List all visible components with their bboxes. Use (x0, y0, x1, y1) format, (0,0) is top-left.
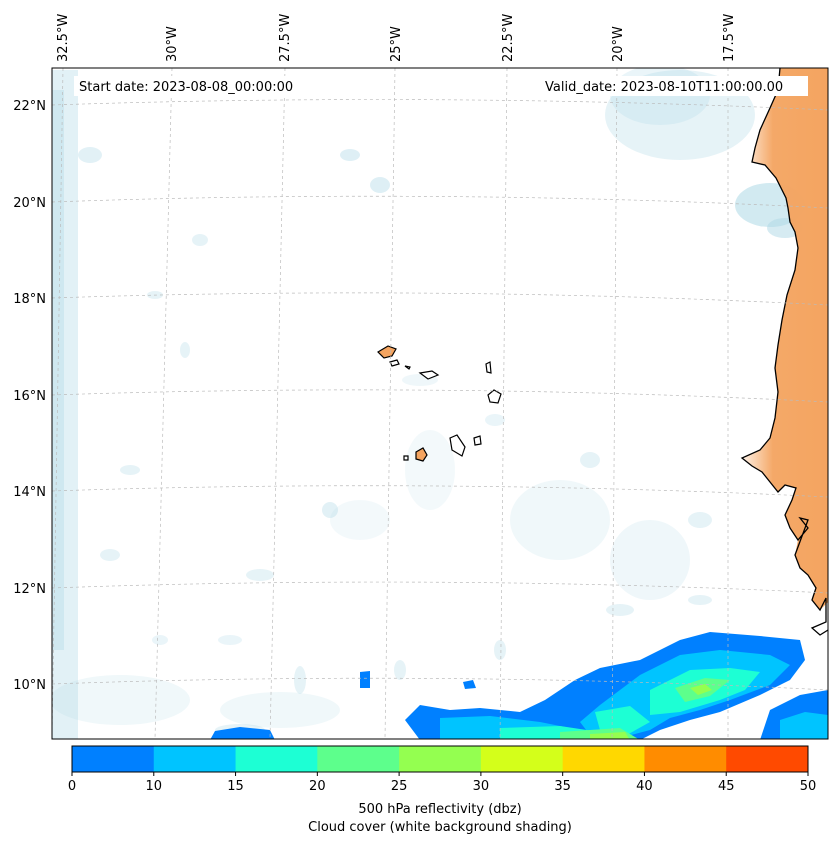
colorbar-tick-label: 25 (391, 779, 408, 794)
colorbar-segment (644, 746, 727, 772)
lon-label-0: 32.5°W (56, 14, 71, 62)
lat-label-1: 20°N (13, 196, 46, 211)
lat-label-5: 12°N (13, 582, 46, 597)
lon-label-2: 27.5°W (278, 14, 293, 62)
reflectivity-layer (210, 632, 828, 739)
colorbar-segment (72, 746, 155, 772)
lon-label-1: 30°W (165, 26, 180, 62)
colorbar-segment (235, 746, 318, 772)
lat-label-2: 18°N (13, 292, 46, 307)
colorbar-segment (153, 746, 237, 772)
lon-label-3: 25°W (389, 26, 404, 62)
colorbar-tick-label: 15 (227, 779, 244, 794)
colorbar-segment (726, 746, 809, 772)
colorbar-tick-label: 35 (554, 779, 571, 794)
colorbar-tick-label: 45 (718, 779, 735, 794)
colorbar-label-line2: Cloud cover (white background shading) (308, 820, 572, 835)
graticule (52, 68, 828, 739)
lat-label-4: 14°N (13, 485, 46, 500)
colorbar-tick-label: 30 (473, 779, 490, 794)
colorbar-tick-label: 10 (146, 779, 163, 794)
colorbar-segment (562, 746, 645, 772)
map-border (51, 67, 829, 740)
map-area (52, 68, 828, 739)
colorbar: 0 10 15 20 25 30 35 40 45 50 (68, 745, 817, 794)
colorbar-tick-label: 20 (309, 779, 326, 794)
colorbar-segment (317, 746, 400, 772)
lon-label-5: 20°W (611, 26, 626, 62)
colorbar-tick-label: 50 (800, 779, 817, 794)
lon-label-6: 17.5°W (722, 14, 737, 62)
lon-label-4: 22.5°W (501, 14, 516, 62)
colorbar-tick-label: 0 (68, 779, 76, 794)
africa-coastline (740, 68, 828, 636)
colorbar-tick-label: 40 (636, 779, 653, 794)
colorbar-border (71, 745, 809, 773)
colorbar-segment (399, 746, 482, 772)
lat-label-0: 22°N (13, 99, 46, 114)
lat-label-3: 16°N (13, 389, 46, 404)
start-date-annotation: Start date: 2023-08-08_00:00:00 (79, 80, 293, 95)
start-date-box (74, 76, 314, 96)
longitude-labels: 32.5°W 30°W 27.5°W 25°W 22.5°W 20°W 17.5… (56, 14, 737, 62)
africa-land (742, 68, 828, 610)
colorbar-label-line1: 500 hPa reflectivity (dbz) (358, 802, 521, 817)
valid-date-annotation: Valid_date: 2023-08-10T11:00:00.00 (545, 80, 783, 95)
valid-date-box (540, 76, 808, 96)
lat-label-6: 10°N (13, 678, 46, 693)
cape-verde-islands (377, 345, 502, 462)
colorbar-segment (480, 746, 564, 772)
latitude-labels: 22°N 20°N 18°N 16°N 14°N 12°N 10°N (13, 99, 46, 693)
